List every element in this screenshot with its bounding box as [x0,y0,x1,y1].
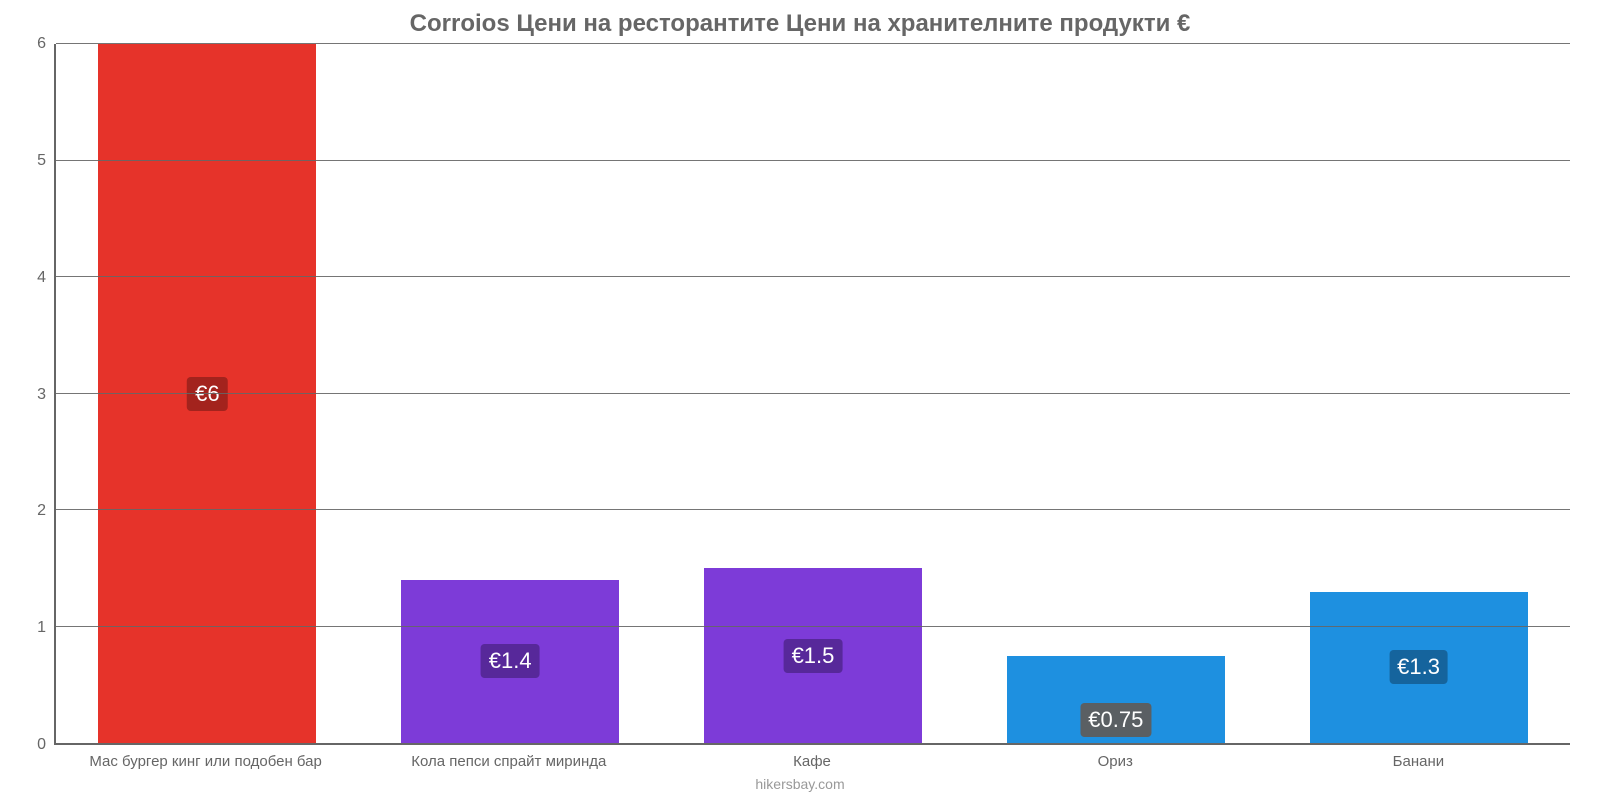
y-tick-label: 2 [37,502,46,520]
chart-footer: hikersbay.com [0,770,1600,800]
x-tick-label: Кола пепси спрайт миринда [357,745,660,770]
x-tick-label: Банани [1267,745,1570,770]
y-tick-label: 5 [37,152,46,170]
y-axis: 0123456 [0,44,54,745]
bar-slot: €1.5 [662,44,965,743]
grid-line [56,509,1570,510]
bar-value-label: €0.75 [1080,703,1151,737]
grid-line [56,276,1570,277]
bar: €6 [98,44,316,743]
x-axis: Мас бургер кинг или подобен барКола пепс… [0,745,1600,770]
y-tick-label: 1 [37,619,46,637]
bars-container: €6 €1.4 €1.5 €0.75 €1.3 [56,44,1570,743]
bar-value-label: €1.3 [1389,650,1448,684]
chart-title: Corroios Цени на ресторантите Цени на хр… [0,0,1600,44]
bar: €1.3 [1310,592,1528,743]
bar-value-label: €1.5 [784,639,843,673]
x-tick-label: Мас бургер кинг или подобен бар [54,745,357,770]
x-tick-label: Ориз [964,745,1267,770]
plot-area: €6 €1.4 €1.5 €0.75 €1.3 [54,44,1570,745]
bar: €1.4 [401,580,619,743]
grid-line [56,160,1570,161]
bar: €0.75 [1007,656,1225,743]
bar: €1.5 [704,568,922,743]
grid-line [56,626,1570,627]
y-tick-label: 6 [37,35,46,53]
grid-line [56,393,1570,394]
bar-slot: €0.75 [964,44,1267,743]
bar-slot: €1.4 [359,44,662,743]
y-tick-label: 0 [37,736,46,754]
bar-value-label: €6 [187,377,227,411]
bar-slot: €6 [56,44,359,743]
grid-line [56,43,1570,44]
y-tick-label: 4 [37,269,46,287]
y-tick-label: 3 [37,386,46,404]
plot-row: 0123456 €6€1.4€1.5€0.75€1.3 [0,44,1600,745]
price-bar-chart: Corroios Цени на ресторантите Цени на хр… [0,0,1600,800]
bar-value-label: €1.4 [481,644,540,678]
bar-slot: €1.3 [1267,44,1570,743]
x-tick-label: Кафе [660,745,963,770]
